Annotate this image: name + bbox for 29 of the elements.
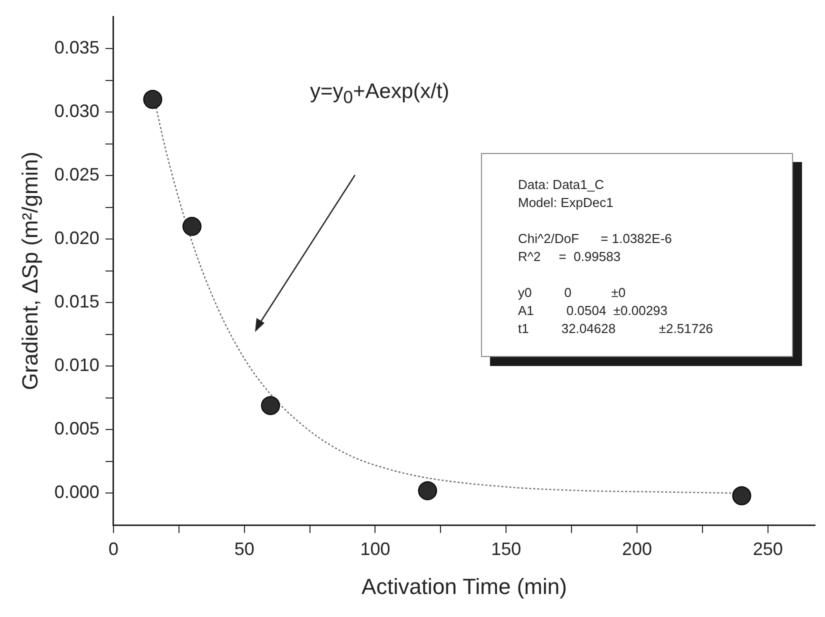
- y-tick-label: 0.020: [54, 228, 100, 248]
- y-tick-label: 0.000: [54, 482, 100, 502]
- point: [261, 396, 280, 416]
- annotation: y=y$_{0}$+Aexp(x/t): [310, 80, 450, 108]
- point: [732, 486, 752, 506]
- x-tick-label: 200: [622, 538, 652, 559]
- annotation: t1 32.04628 ±2.51726: [517, 320, 714, 338]
- x-axis-title: Activation Time (min): [362, 574, 567, 599]
- point: [143, 90, 162, 109]
- annotation: Data: Data1_C: [517, 176, 605, 194]
- annotation: R^2 = 0.99583: [517, 248, 622, 266]
- x-tick-label: 250: [752, 538, 783, 559]
- annotation: Model: ExpDec1: [517, 194, 614, 212]
- x-tick-label: 0: [108, 538, 118, 559]
- y-tick-label: 0.015: [54, 292, 100, 312]
- y-tick-label: 0.035: [54, 38, 100, 58]
- annotation: Chi^2/DoF = 1.0382E-6: [517, 230, 673, 248]
- y-tick-label: 0.005: [54, 418, 100, 439]
- annotation: y0 0 ±0: [517, 284, 627, 302]
- y-tick-label: 0.030: [54, 101, 100, 122]
- x-tick-label: 100: [360, 538, 390, 559]
- y-tick-label: 0.010: [54, 355, 100, 376]
- point: [182, 216, 202, 236]
- annotation: A1 0.0504 ±0.00293: [517, 302, 669, 320]
- y-tick-label: 0.025: [54, 164, 100, 185]
- point: [418, 481, 438, 500]
- y-axis-title: Gradient, ΔSp (m²/gmin): [17, 152, 42, 390]
- x-tick-label: 50: [234, 538, 254, 559]
- x-tick-label: 150: [491, 538, 522, 559]
